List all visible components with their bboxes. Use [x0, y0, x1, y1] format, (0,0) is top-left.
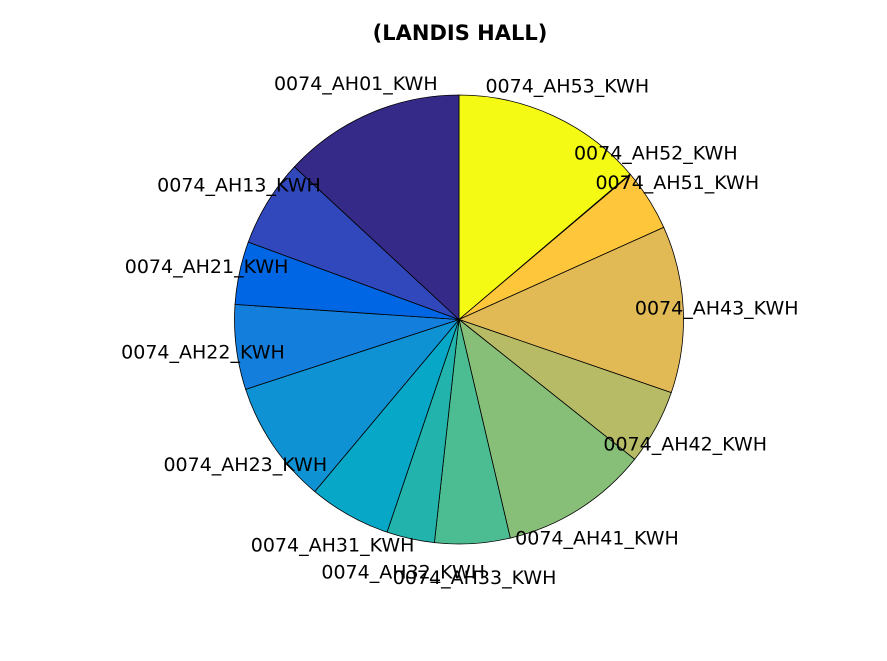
slice-label: 0074_AH53_KWH	[485, 75, 649, 97]
pie-labels: 0074_AH53_KWH 0074_AH52_KWH 0074_AH51_KWH 0…	[121, 73, 798, 589]
pie-slice-0074-ah41-kwh	[458, 318, 636, 539]
slice-label: 0074_AH01_KWH	[274, 73, 438, 95]
slice-label: 0074_AH41_KWH	[515, 528, 679, 550]
slice-label: 0074_AH33_KWH	[393, 567, 557, 589]
pie-slice-0074-ah53-kwh	[458, 94, 631, 321]
slice-label: 0074_AH52_KWH	[574, 143, 738, 165]
pie-slice-0074-ah01-kwh	[293, 94, 460, 321]
slice-label: 0074_AH32_KWH	[321, 561, 485, 583]
slice-label: 0074_AH42_KWH	[603, 434, 767, 456]
slice-label: 0074_AH43_KWH	[635, 298, 799, 320]
slice-label: 0074_AH13_KWH	[157, 175, 321, 197]
slice-label: 0074_AH22_KWH	[121, 342, 285, 364]
pie-slices	[234, 94, 684, 545]
slice-label: 0074_AH31_KWH	[251, 534, 415, 556]
chart-title: (LANDIS HALL)	[373, 21, 548, 45]
pie-slice-0074-ah43-kwh	[457, 226, 684, 394]
pie-slice-0074-ah23-kwh	[245, 318, 461, 493]
slice-label: 0074_AH23_KWH	[163, 454, 327, 476]
slice-label: 0074_AH51_KWH	[595, 172, 759, 194]
slice-label: 0074_AH21_KWH	[125, 256, 289, 278]
